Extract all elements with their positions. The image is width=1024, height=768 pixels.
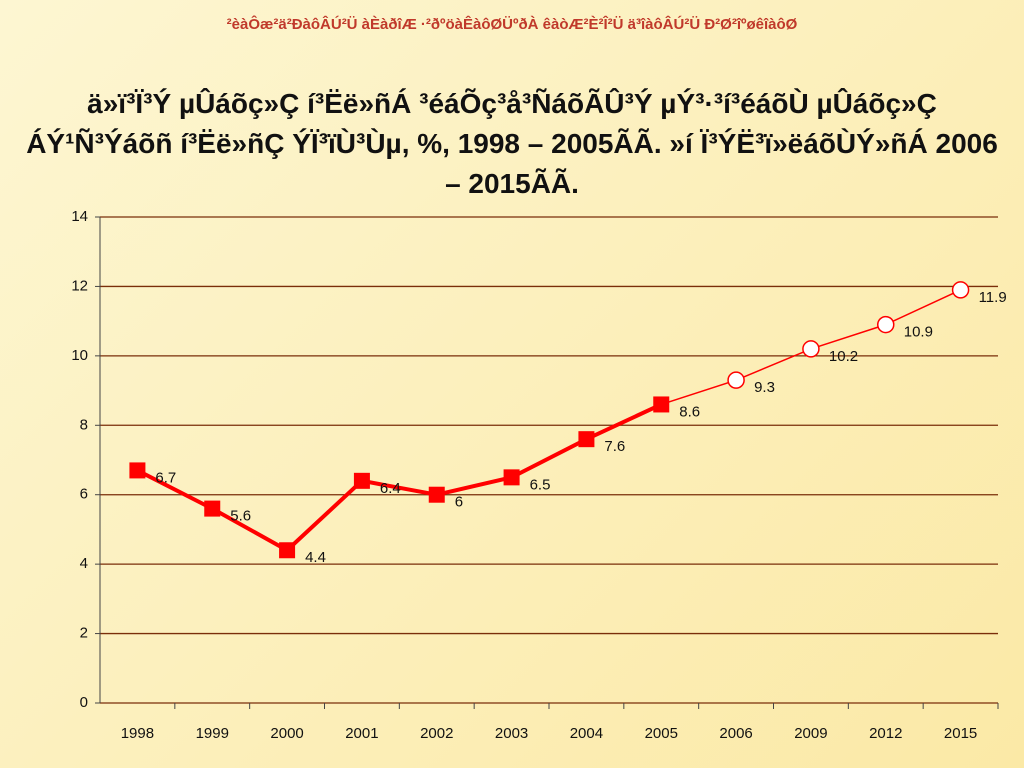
data-label: 5.6 [230,508,251,525]
marker [877,315,895,334]
data-label: 4.4 [305,549,326,566]
data-label: 8.6 [679,403,700,420]
x-tick-label: 2009 [794,725,827,742]
x-tick-label: 2003 [495,725,528,742]
marker [951,281,970,299]
data-label: 11.9 [979,289,1007,306]
marker [802,340,820,358]
x-tick-label: 2000 [270,725,303,742]
header: ²èàÔæ²ä²ÐàôÂÚ²Ü àÈàðîÆ ·²ðºöàÊàôØÜºðÀ êà… [226,16,798,33]
x-tick-label: 2001 [345,725,378,742]
marker [353,472,370,489]
series-line [735,289,961,381]
y-tick-label: 0 [80,694,88,711]
x-tick-label: 1999 [196,725,229,742]
x-tick-label: 1998 [121,725,154,742]
marker [204,500,221,517]
data-label: 10.9 [904,324,933,341]
y-tick-label: 10 [71,347,88,364]
y-tick-label: 6 [80,486,88,503]
y-tick-label: 2 [80,625,88,642]
data-label: 6.4 [380,480,401,497]
chart-title: ä»ï³Ï³Ý µÛáõç»Ç í³Ëë»ñÁ ³éáÕç³å³ÑáõÃÛ³Ý … [26,88,998,199]
marker [503,469,520,486]
data-label: 10.2 [829,348,858,365]
x-tick-label: 2004 [570,725,603,742]
marker [428,486,445,503]
forecast-connector [661,379,737,406]
y-tick-label: 4 [80,555,88,572]
data-label: 6.7 [155,469,176,486]
x-tick-label: 2015 [944,725,977,742]
marker [279,542,296,559]
y-tick-label: 8 [80,416,88,433]
x-tick-label: 2012 [869,725,902,742]
x-tick-label: 2002 [420,725,453,742]
x-tick-label: 2005 [645,725,678,742]
marker [653,396,670,413]
data-label: 6.5 [530,476,551,493]
marker [578,431,595,448]
series-line [136,402,663,553]
y-tick-label: 14 [71,208,88,225]
y-tick-label: 12 [71,277,88,294]
marker [727,371,745,389]
data-label: 6 [455,494,463,511]
marker [129,462,146,479]
data-label: 9.3 [754,379,775,396]
data-label: 7.6 [604,438,625,455]
x-tick-label: 2006 [719,725,752,742]
